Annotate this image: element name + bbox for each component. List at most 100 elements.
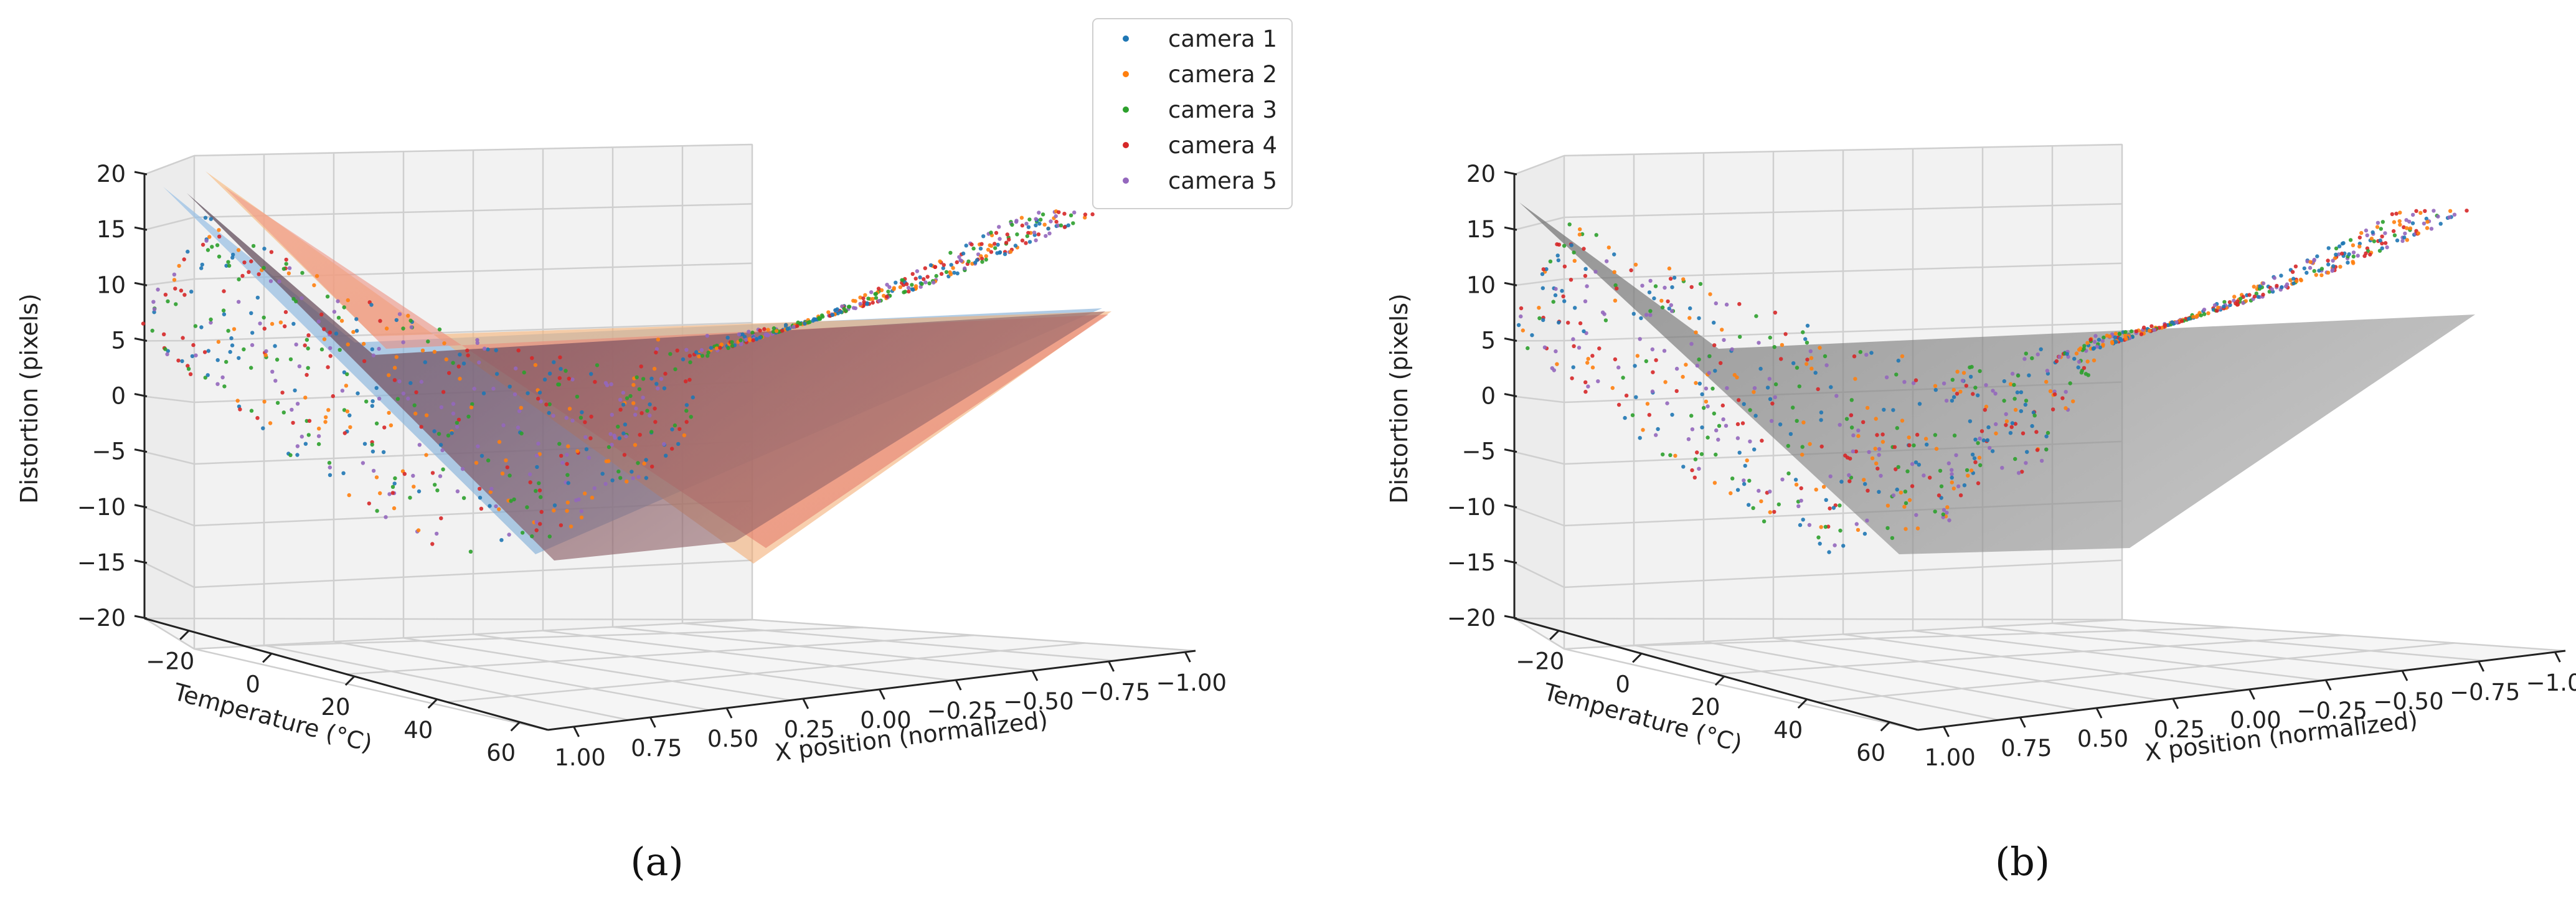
data-point — [1795, 366, 1800, 370]
data-point — [1757, 488, 1761, 493]
data-point — [2110, 340, 2115, 344]
grid-line — [144, 278, 195, 286]
x-position-tick-label: 0.50 — [2077, 726, 2128, 752]
data-point — [2010, 371, 2015, 376]
data-point — [2404, 218, 2409, 222]
data-point — [2107, 334, 2112, 339]
data-point — [2423, 209, 2427, 213]
data-point — [691, 395, 696, 400]
x-position-tick-label: 0.00 — [2230, 707, 2281, 734]
data-point — [387, 410, 391, 415]
data-point — [1851, 433, 1856, 438]
data-point — [957, 255, 961, 259]
data-point — [1981, 438, 1986, 443]
data-point — [1656, 427, 1660, 432]
data-point — [334, 331, 339, 336]
data-point — [1687, 316, 1692, 320]
data-point — [1972, 456, 1977, 460]
legend-marker — [1123, 177, 1129, 184]
data-point — [1562, 299, 1567, 303]
data-point — [1770, 401, 1775, 406]
data-point — [1768, 335, 1772, 340]
data-point — [826, 310, 831, 314]
data-point — [401, 391, 406, 395]
data-point — [2113, 335, 2118, 339]
data-point — [978, 247, 983, 251]
data-point — [1907, 435, 1911, 440]
data-point — [1634, 395, 1638, 399]
data-point — [1697, 316, 1701, 321]
data-point — [2170, 320, 2174, 324]
data-point — [1570, 376, 1574, 381]
data-point — [1567, 222, 1572, 227]
data-point — [1725, 386, 1729, 390]
data-point — [1666, 299, 1670, 304]
data-point — [2012, 397, 2017, 401]
data-point — [1024, 222, 1029, 226]
data-point — [2083, 372, 2088, 376]
data-point — [1747, 503, 1751, 507]
data-point — [186, 364, 190, 368]
data-point — [2187, 316, 2191, 321]
data-point — [2194, 314, 2199, 319]
data-point — [923, 266, 928, 270]
data-point — [1037, 210, 1041, 215]
z-tick-label: 5 — [111, 327, 126, 354]
data-point — [559, 453, 564, 458]
data-point — [1007, 237, 1011, 242]
data-point — [2004, 423, 2008, 427]
data-point — [1978, 369, 1982, 374]
data-point — [1586, 384, 1590, 389]
data-point — [182, 293, 187, 297]
data-point — [230, 255, 235, 260]
grid-line — [194, 648, 549, 731]
data-point — [1863, 482, 1867, 486]
data-point — [1838, 528, 1842, 533]
data-point — [284, 262, 288, 266]
data-point — [622, 453, 627, 457]
data-point — [590, 495, 595, 500]
data-point — [2024, 461, 2028, 465]
data-point — [392, 378, 397, 382]
data-point — [579, 515, 584, 520]
data-point — [1714, 428, 1719, 433]
data-point — [1788, 432, 1793, 437]
data-point — [1885, 526, 1890, 531]
data-point — [180, 359, 184, 364]
data-point — [996, 242, 1000, 247]
temperature-tick — [427, 698, 438, 709]
data-point — [610, 478, 615, 483]
data-point — [595, 363, 600, 367]
data-point — [203, 215, 208, 220]
data-point — [1805, 323, 1810, 328]
data-point — [2082, 366, 2087, 370]
data-point — [964, 244, 968, 248]
x-position-tick — [879, 689, 885, 700]
data-point — [542, 377, 547, 382]
data-point — [565, 500, 570, 505]
data-point — [1697, 381, 1702, 386]
data-point — [2045, 430, 2050, 435]
data-point — [1025, 234, 1030, 239]
data-point — [2064, 406, 2068, 410]
data-point — [1884, 375, 1889, 380]
data-point — [1765, 385, 1770, 390]
data-point — [557, 442, 562, 446]
data-point — [672, 423, 677, 428]
data-point — [2312, 269, 2316, 273]
data-point — [439, 405, 444, 410]
data-point — [616, 469, 621, 474]
data-point — [2078, 346, 2083, 351]
data-point — [1925, 442, 1929, 447]
data-point — [1912, 443, 1916, 448]
grid-line — [144, 395, 195, 404]
data-point — [1816, 535, 1821, 540]
data-point — [394, 318, 399, 323]
data-point — [433, 483, 437, 487]
data-point — [565, 453, 569, 457]
data-point — [1768, 397, 1773, 401]
z-tick — [134, 226, 148, 231]
data-point — [1831, 506, 1836, 510]
data-point — [1783, 332, 1788, 336]
data-point — [997, 225, 1001, 229]
